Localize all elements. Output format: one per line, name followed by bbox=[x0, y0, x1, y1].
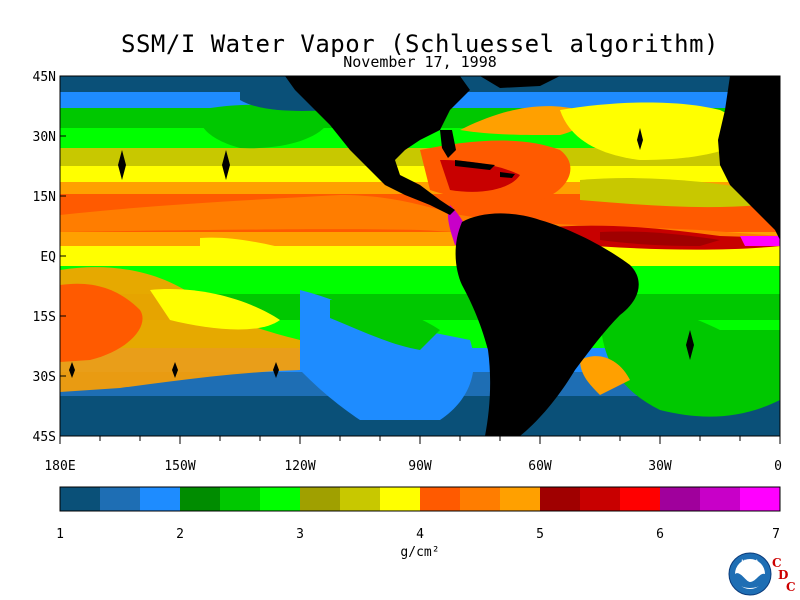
colorbar-segment bbox=[500, 487, 541, 511]
lon-label-60w: 60W bbox=[528, 459, 552, 474]
lon-label-180e: 180E bbox=[44, 459, 75, 474]
colorbar-segment bbox=[380, 487, 421, 511]
colorbar-segment bbox=[420, 487, 461, 511]
colorbar-tick-label: 7 bbox=[772, 527, 780, 542]
cdc-logo: C D C bbox=[770, 556, 798, 596]
lon-label-150w: 150W bbox=[164, 459, 195, 474]
colorbar-segment bbox=[660, 487, 701, 511]
colorbar-segment bbox=[140, 487, 181, 511]
colorbar-segment bbox=[540, 487, 581, 511]
colorbar-tick-label: 5 bbox=[536, 527, 544, 542]
colorbar-unit: g/cm² bbox=[400, 545, 439, 560]
cdc-letter-3: C bbox=[786, 580, 796, 594]
colorbar-segment bbox=[580, 487, 621, 511]
colorbar-frame bbox=[59, 486, 781, 512]
lat-label-15s: 15S bbox=[33, 310, 56, 325]
colorbar-segment bbox=[620, 487, 661, 511]
colorbar-segment bbox=[180, 487, 221, 511]
cdc-letter-1: C bbox=[772, 556, 782, 570]
vapor-field bbox=[60, 76, 780, 436]
colorbar-segment bbox=[300, 487, 341, 511]
colorbar-segment bbox=[260, 487, 301, 511]
colorbar bbox=[59, 486, 781, 512]
longitude-axis: 180E 150W 120W 90W 60W 30W 0 bbox=[44, 436, 782, 474]
noaa-logo-text: NOAA bbox=[741, 559, 759, 566]
map-title: SSM/I Water Vapor (Schluessel algorithm) bbox=[121, 30, 719, 58]
colorbar-ticks: 1 2 3 4 5 6 7 bbox=[56, 527, 780, 542]
colorbar-segment bbox=[60, 487, 101, 511]
lon-label-90w: 90W bbox=[408, 459, 432, 474]
colorbar-tick-label: 6 bbox=[656, 527, 664, 542]
colorbar-segment bbox=[460, 487, 501, 511]
lat-label-eq: EQ bbox=[40, 250, 56, 265]
latitude-axis: 45N 30N 15N EQ 15S 30S 45S bbox=[33, 70, 66, 445]
colorbar-segment bbox=[100, 487, 141, 511]
colorbar-tick-label: 2 bbox=[176, 527, 184, 542]
lat-label-45n: 45N bbox=[33, 70, 56, 85]
lon-label-30w: 30W bbox=[648, 459, 672, 474]
lon-label-120w: 120W bbox=[284, 459, 315, 474]
colorbar-segment bbox=[220, 487, 261, 511]
lat-label-30s: 30S bbox=[33, 370, 56, 385]
colorbar-segment bbox=[340, 487, 381, 511]
colorbar-tick-label: 3 bbox=[296, 527, 304, 542]
map-date: November 17, 1998 bbox=[343, 53, 497, 71]
lat-label-30n: 30N bbox=[33, 130, 56, 145]
lat-label-45s: 45S bbox=[33, 430, 56, 445]
noaa-logo: NOAA bbox=[728, 552, 772, 596]
lon-label-0: 0 bbox=[774, 459, 782, 474]
colorbar-tick-label: 4 bbox=[416, 527, 424, 542]
colorbar-segment bbox=[700, 487, 741, 511]
cdc-letter-2: D bbox=[778, 568, 789, 582]
colorbar-segment bbox=[740, 487, 781, 511]
land-masses bbox=[69, 76, 780, 436]
colorbar-tick-label: 1 bbox=[56, 527, 64, 542]
lat-label-15n: 15N bbox=[33, 190, 56, 205]
